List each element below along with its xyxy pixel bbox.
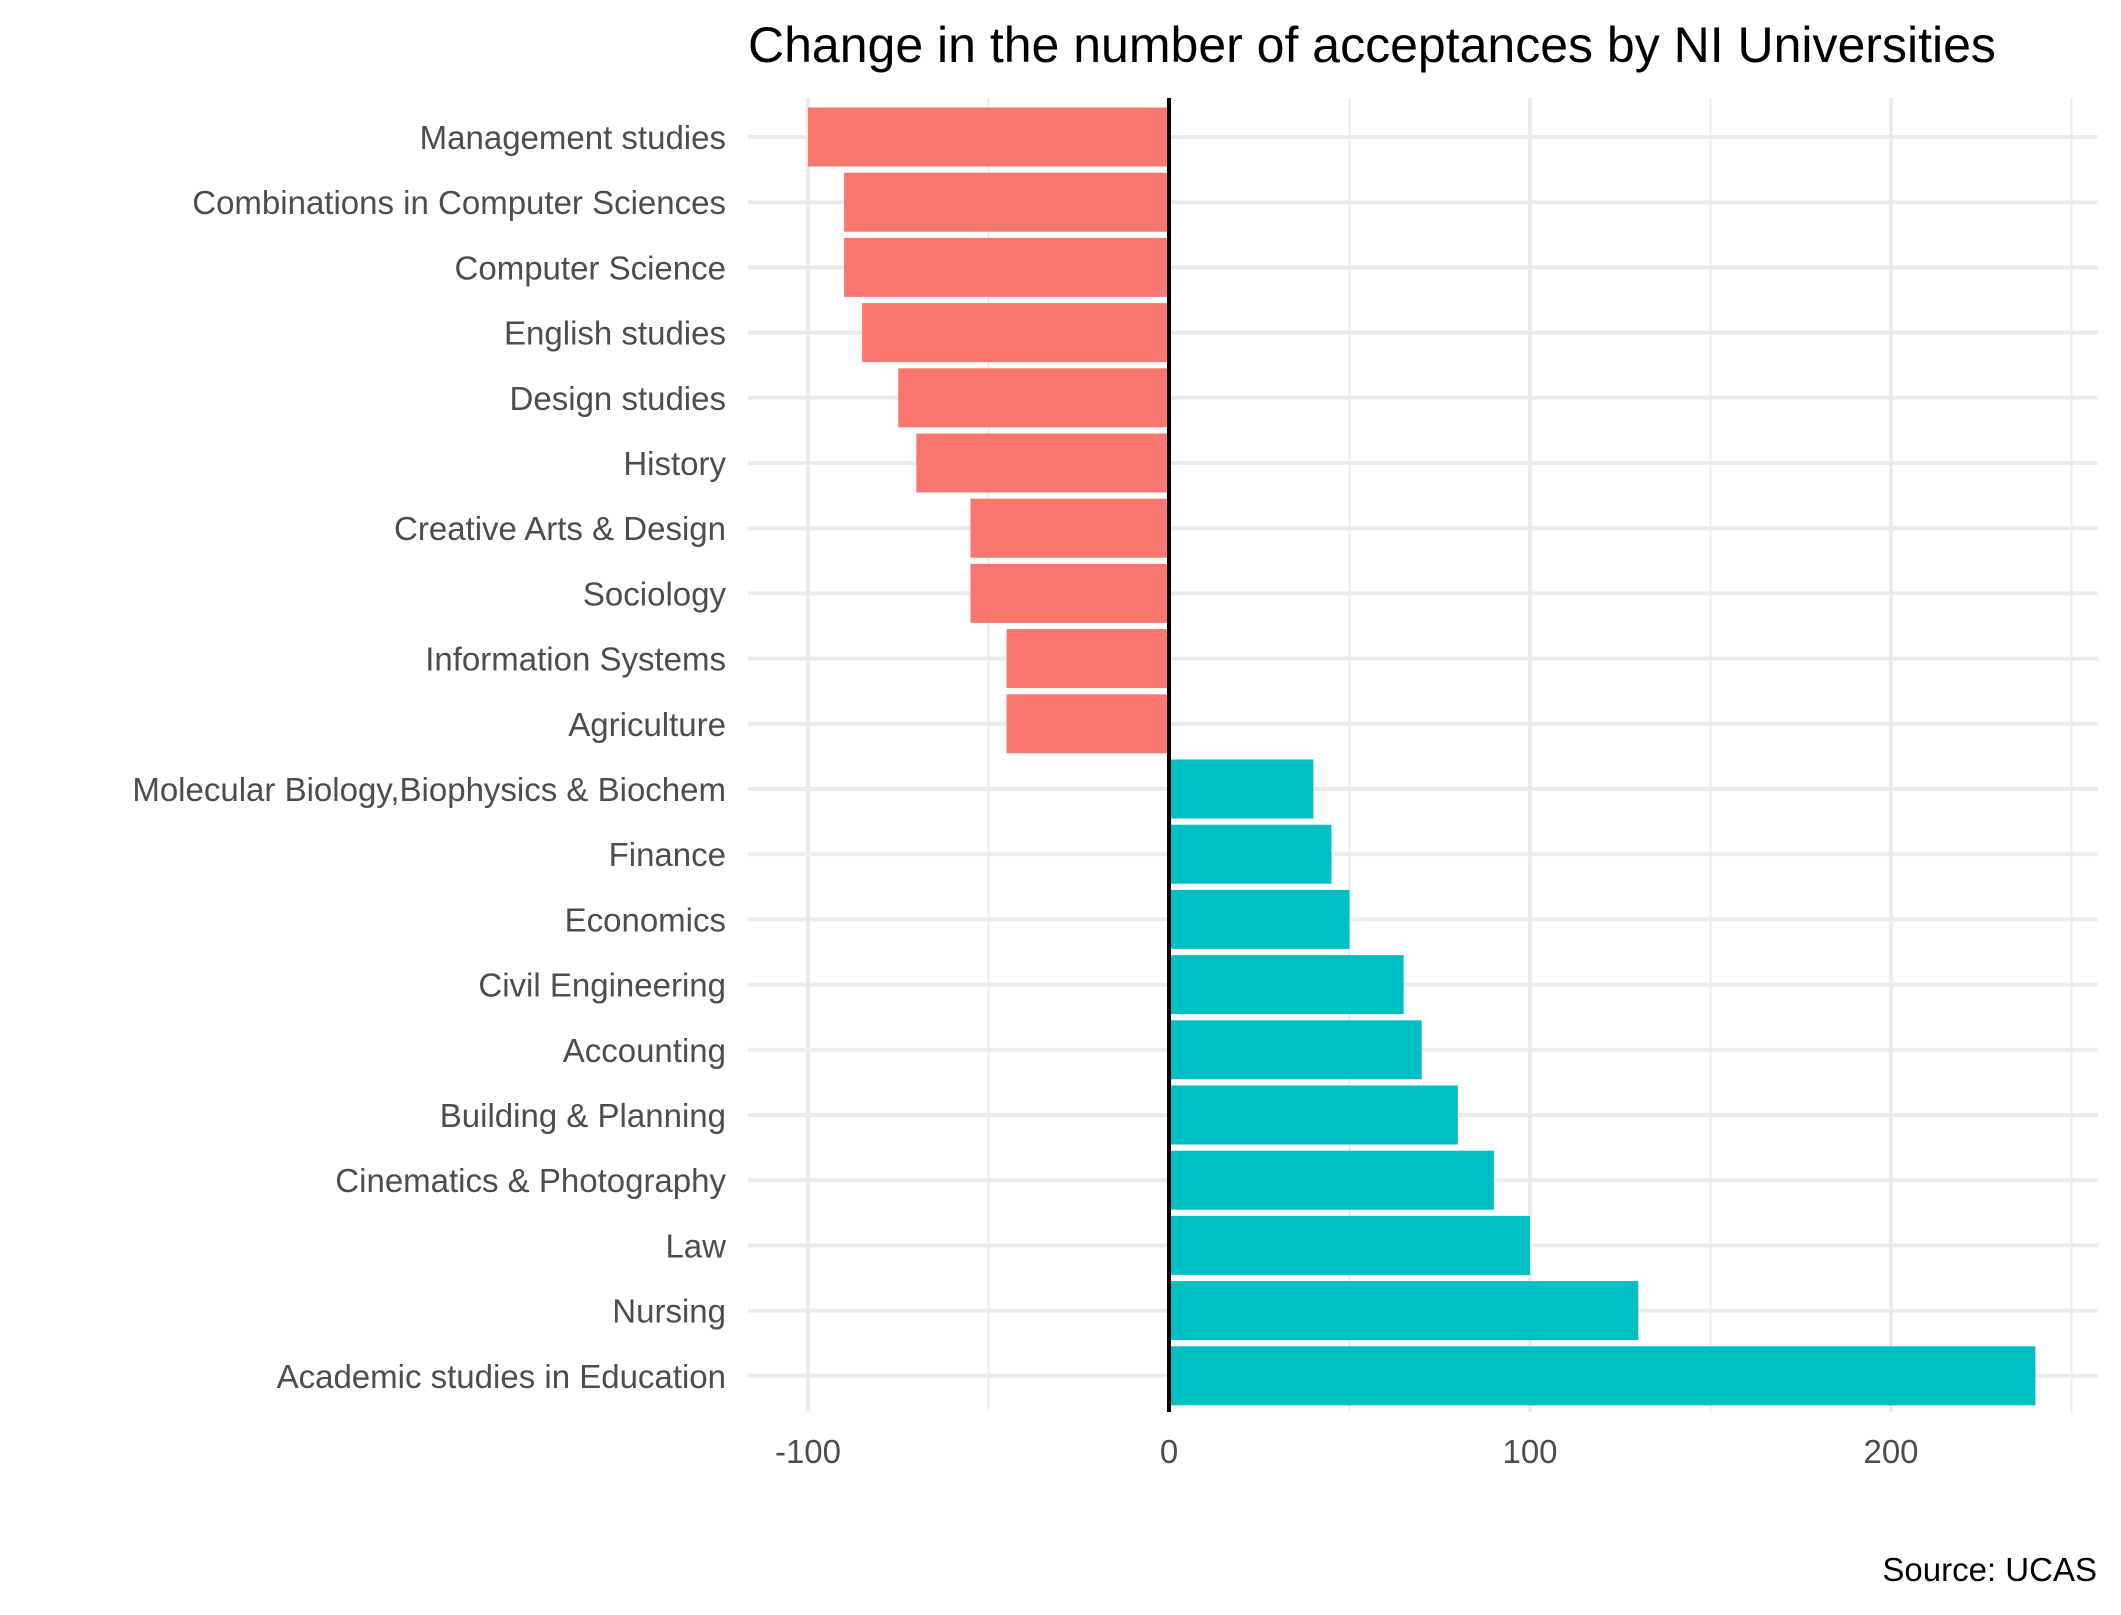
- bar: [1169, 889, 1350, 949]
- category-label: Sociology: [583, 575, 727, 612]
- category-labels: Management studies Combinations in Comput…: [132, 119, 726, 1395]
- category-label: Creative Arts & Design: [394, 510, 726, 547]
- x-tick-label: 100: [1502, 1433, 1557, 1470]
- category-label: Computer Science: [455, 249, 726, 286]
- category-label: Cinematics & Photography: [335, 1162, 726, 1199]
- bar: [1169, 1346, 2036, 1406]
- category-label: Management studies: [420, 119, 726, 156]
- category-label: Building & Planning: [440, 1097, 726, 1134]
- bar: [1169, 1020, 1422, 1080]
- bar: [1169, 824, 1332, 884]
- x-tick-label: 0: [1160, 1433, 1178, 1470]
- bar: [1169, 1085, 1458, 1145]
- caption: Source: UCAS: [1882, 1551, 2097, 1588]
- bar: [1006, 629, 1169, 689]
- bar: [1169, 955, 1404, 1015]
- category-label: Law: [665, 1227, 726, 1264]
- category-label: Information Systems: [425, 641, 726, 678]
- bar: [1169, 1150, 1494, 1210]
- category-label: English studies: [504, 315, 726, 352]
- x-tick-labels: -100 0 100 200: [775, 1433, 1919, 1470]
- bar: [808, 107, 1169, 167]
- bar: [970, 563, 1169, 623]
- bar: [844, 237, 1169, 297]
- category-label: Economics: [565, 901, 726, 938]
- bars: [808, 107, 2036, 1406]
- bar: [1169, 1281, 1639, 1341]
- bar: [1169, 1215, 1530, 1275]
- category-label: Combinations in Computer Sciences: [192, 184, 726, 221]
- bar: [916, 433, 1169, 493]
- category-label: Accounting: [563, 1032, 726, 1069]
- bar: [898, 368, 1169, 428]
- chart-title: Change in the number of acceptances by N…: [748, 17, 1996, 73]
- category-label: Academic studies in Education: [277, 1358, 726, 1395]
- category-label: Civil Engineering: [478, 967, 726, 1004]
- bar: [1006, 694, 1169, 754]
- x-tick-label: 200: [1863, 1433, 1918, 1470]
- category-label: Finance: [609, 836, 726, 873]
- category-label: History: [623, 445, 726, 482]
- category-label: Nursing: [612, 1293, 726, 1330]
- category-label: Agriculture: [568, 706, 726, 743]
- bar: [844, 172, 1169, 232]
- bar: [1169, 759, 1314, 819]
- bar: [970, 498, 1169, 558]
- bar: [862, 303, 1169, 363]
- x-tick-label: -100: [775, 1433, 841, 1470]
- category-label: Molecular Biology,Biophysics & Biochem: [132, 771, 726, 808]
- category-label: Design studies: [510, 380, 726, 417]
